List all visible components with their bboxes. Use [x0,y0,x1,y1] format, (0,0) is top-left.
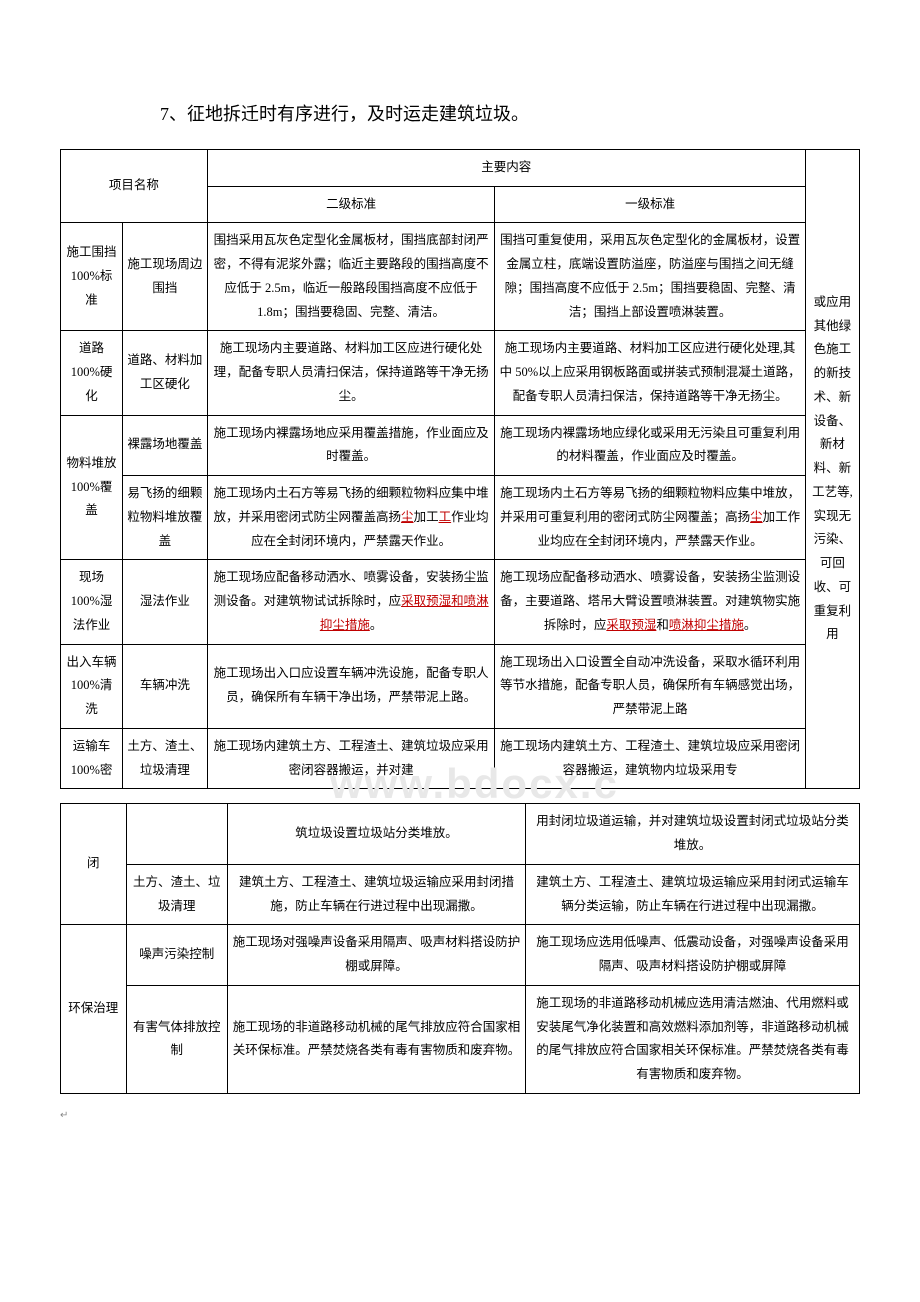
end-mark: ↵ [60,1108,860,1124]
cell [126,804,227,865]
cell: 道路 100%硬化 [61,331,123,415]
cell: 施工现场对强噪声设备采用隔声、吸声材料搭设防护棚或屏障。 [227,925,525,986]
cell: 建筑土方、工程渣土、建筑垃圾运输应采用封闭措施，防止车辆在行进过程中出现漏撒。 [227,864,525,925]
cell: 施工现场应配备移动洒水、喷雾设备，安装扬尘监测设备。对建筑物试试拆除时，应采取预… [207,560,495,644]
cell: 围挡采用瓦灰色定型化金属板材，围挡底部封闭严密，不得有泥浆外露；临近主要路段的围… [207,223,495,331]
hdr-project: 项目名称 [61,149,208,223]
cell: 道路、材料加工区硬化 [123,331,208,415]
cell: 施工现场内建筑土方、工程渣土、建筑垃圾应采用密闭容器搬运，并对建 [207,728,495,789]
cell: 现场 100%湿法作业 [61,560,123,644]
text: 。 [370,618,383,632]
table-row: 有害气体排放控制 施工现场的非道路移动机械的尾气排放应符合国家相关环保标准。严禁… [61,985,860,1093]
red-text: 尘 [750,510,763,524]
cell: 裸露场地覆盖 [123,415,208,476]
red-text: 采取预湿 [606,618,656,632]
standards-table-2: 闭 筑垃圾设置垃圾站分类堆放。 用封闭垃圾道运输，并对建筑垃圾设置封闭式垃圾站分… [60,803,860,1094]
table-row: 易飞扬的细颗粒物料堆放覆盖 施工现场内土石方等易飞扬的细颗粒物料应集中堆放，并采… [61,476,860,560]
cell: 施工现场出入口设置全自动冲洗设备，采取水循环利用等节水措施，配备专职人员，确保所… [495,644,805,728]
hdr-level2: 二级标准 [207,186,495,223]
cell: 运输车 100%密 [61,728,123,789]
table-row: 现场 100%湿法作业 湿法作业 施工现场应配备移动洒水、喷雾设备，安装扬尘监测… [61,560,860,644]
cell: 施工现场内裸露场地应绿化或采用无污染且可重复利用的材料覆盖，作业面应及时覆盖。 [495,415,805,476]
cell: 施工围挡 100%标准 [61,223,123,331]
table-row: 闭 筑垃圾设置垃圾站分类堆放。 用封闭垃圾道运输，并对建筑垃圾设置封闭式垃圾站分… [61,804,860,865]
standards-table-1: 项目名称 主要内容 或应用其他绿色施工的新技术、新设备、新材料、新工艺等,实现无… [60,149,860,790]
section-heading: 7、征地拆迁时有序进行，及时运走建筑垃圾。 [160,100,860,129]
cell: 建筑土方、工程渣土、建筑垃圾运输应采用封闭式运输车辆分类运输，防止车辆在行进过程… [526,864,860,925]
table-row: 运输车 100%密 土方、渣土、垃圾清理 施工现场内建筑土方、工程渣土、建筑垃圾… [61,728,860,789]
cell: 施工现场内土石方等易飞扬的细颗粒物料应集中堆放，并采用可重复利用的密闭式防尘网覆… [495,476,805,560]
table-row: 土方、渣土、垃圾清理 建筑土方、工程渣土、建筑垃圾运输应采用封闭措施，防止车辆在… [61,864,860,925]
hdr-main: 主要内容 [207,149,805,186]
cell: 施工现场内土石方等易飞扬的细颗粒物料应集中堆放，并采用密闭式防尘网覆盖高扬尘加工… [207,476,495,560]
cell: 土方、渣土、垃圾清理 [126,864,227,925]
cell: 出入车辆 100%清洗 [61,644,123,728]
table-row: 出入车辆 100%清洗 车辆冲洗 施工现场出入口应设置车辆冲洗设施，配备专职人员… [61,644,860,728]
cell: 环保治理 [61,925,127,1094]
table-row: 物料堆放 100%覆盖 裸露场地覆盖 施工现场内裸露场地应采用覆盖措施，作业面应… [61,415,860,476]
table-row: 环保治理 噪声污染控制 施工现场对强噪声设备采用隔声、吸声材料搭设防护棚或屏障。… [61,925,860,986]
cell: 车辆冲洗 [123,644,208,728]
cell: 施工现场周边围挡 [123,223,208,331]
text: 。 [744,618,757,632]
side-note: 或应用其他绿色施工的新技术、新设备、新材料、新工艺等,实现无污染、可回收、可重复… [805,149,859,789]
cell: 施工现场内建筑土方、工程渣土、建筑垃圾应采用密闭容器搬运，建筑物内垃圾采用专 [495,728,805,789]
red-text: 工 [439,510,452,524]
cell: 易飞扬的细颗粒物料堆放覆盖 [123,476,208,560]
cell: 施工现场应选用低噪声、低震动设备，对强噪声设备采用隔声、吸声材料搭设防护棚或屏障 [526,925,860,986]
red-text: 尘 [401,510,414,524]
table-header-row: 项目名称 主要内容 或应用其他绿色施工的新技术、新设备、新材料、新工艺等,实现无… [61,149,860,186]
cell: 筑垃圾设置垃圾站分类堆放。 [227,804,525,865]
cell: 施工现场内主要道路、材料加工区应进行硬化处理,其中 50%以上应采用钢板路面或拼… [495,331,805,415]
cell: 施工现场的非道路移动机械的尾气排放应符合国家相关环保标准。严禁焚烧各类有毒有害物… [227,985,525,1093]
cell: 施工现场内裸露场地应采用覆盖措施，作业面应及时覆盖。 [207,415,495,476]
cell: 施工现场内主要道路、材料加工区应进行硬化处理，配备专职人员清扫保洁，保持道路等干… [207,331,495,415]
cell: 施工现场应配备移动洒水、喷雾设备，安装扬尘监测设备，主要道路、塔吊大臂设置喷淋装… [495,560,805,644]
text: 和 [656,618,669,632]
cell: 物料堆放 100%覆盖 [61,415,123,560]
table-row: 施工围挡 100%标准 施工现场周边围挡 围挡采用瓦灰色定型化金属板材，围挡底部… [61,223,860,331]
cell: 围挡可重复使用，采用瓦灰色定型化的金属板材，设置金属立柱，底端设置防溢座，防溢座… [495,223,805,331]
table-row: 道路 100%硬化 道路、材料加工区硬化 施工现场内主要道路、材料加工区应进行硬… [61,331,860,415]
red-text: 喷淋抑尘措施 [669,618,744,632]
cell: 施工现场的非道路移动机械应选用清洁燃油、代用燃料或安装尾气净化装置和高效燃料添加… [526,985,860,1093]
cell: 噪声污染控制 [126,925,227,986]
cell: 湿法作业 [123,560,208,644]
cell: 施工现场出入口应设置车辆冲洗设施，配备专职人员，确保所有车辆干净出场，严禁带泥上… [207,644,495,728]
text: 加工 [414,510,439,524]
cell: 土方、渣土、垃圾清理 [123,728,208,789]
cell: 闭 [61,804,127,925]
cell: 用封闭垃圾道运输，并对建筑垃圾设置封闭式垃圾站分类堆放。 [526,804,860,865]
cell: 有害气体排放控制 [126,985,227,1093]
hdr-level1: 一级标准 [495,186,805,223]
